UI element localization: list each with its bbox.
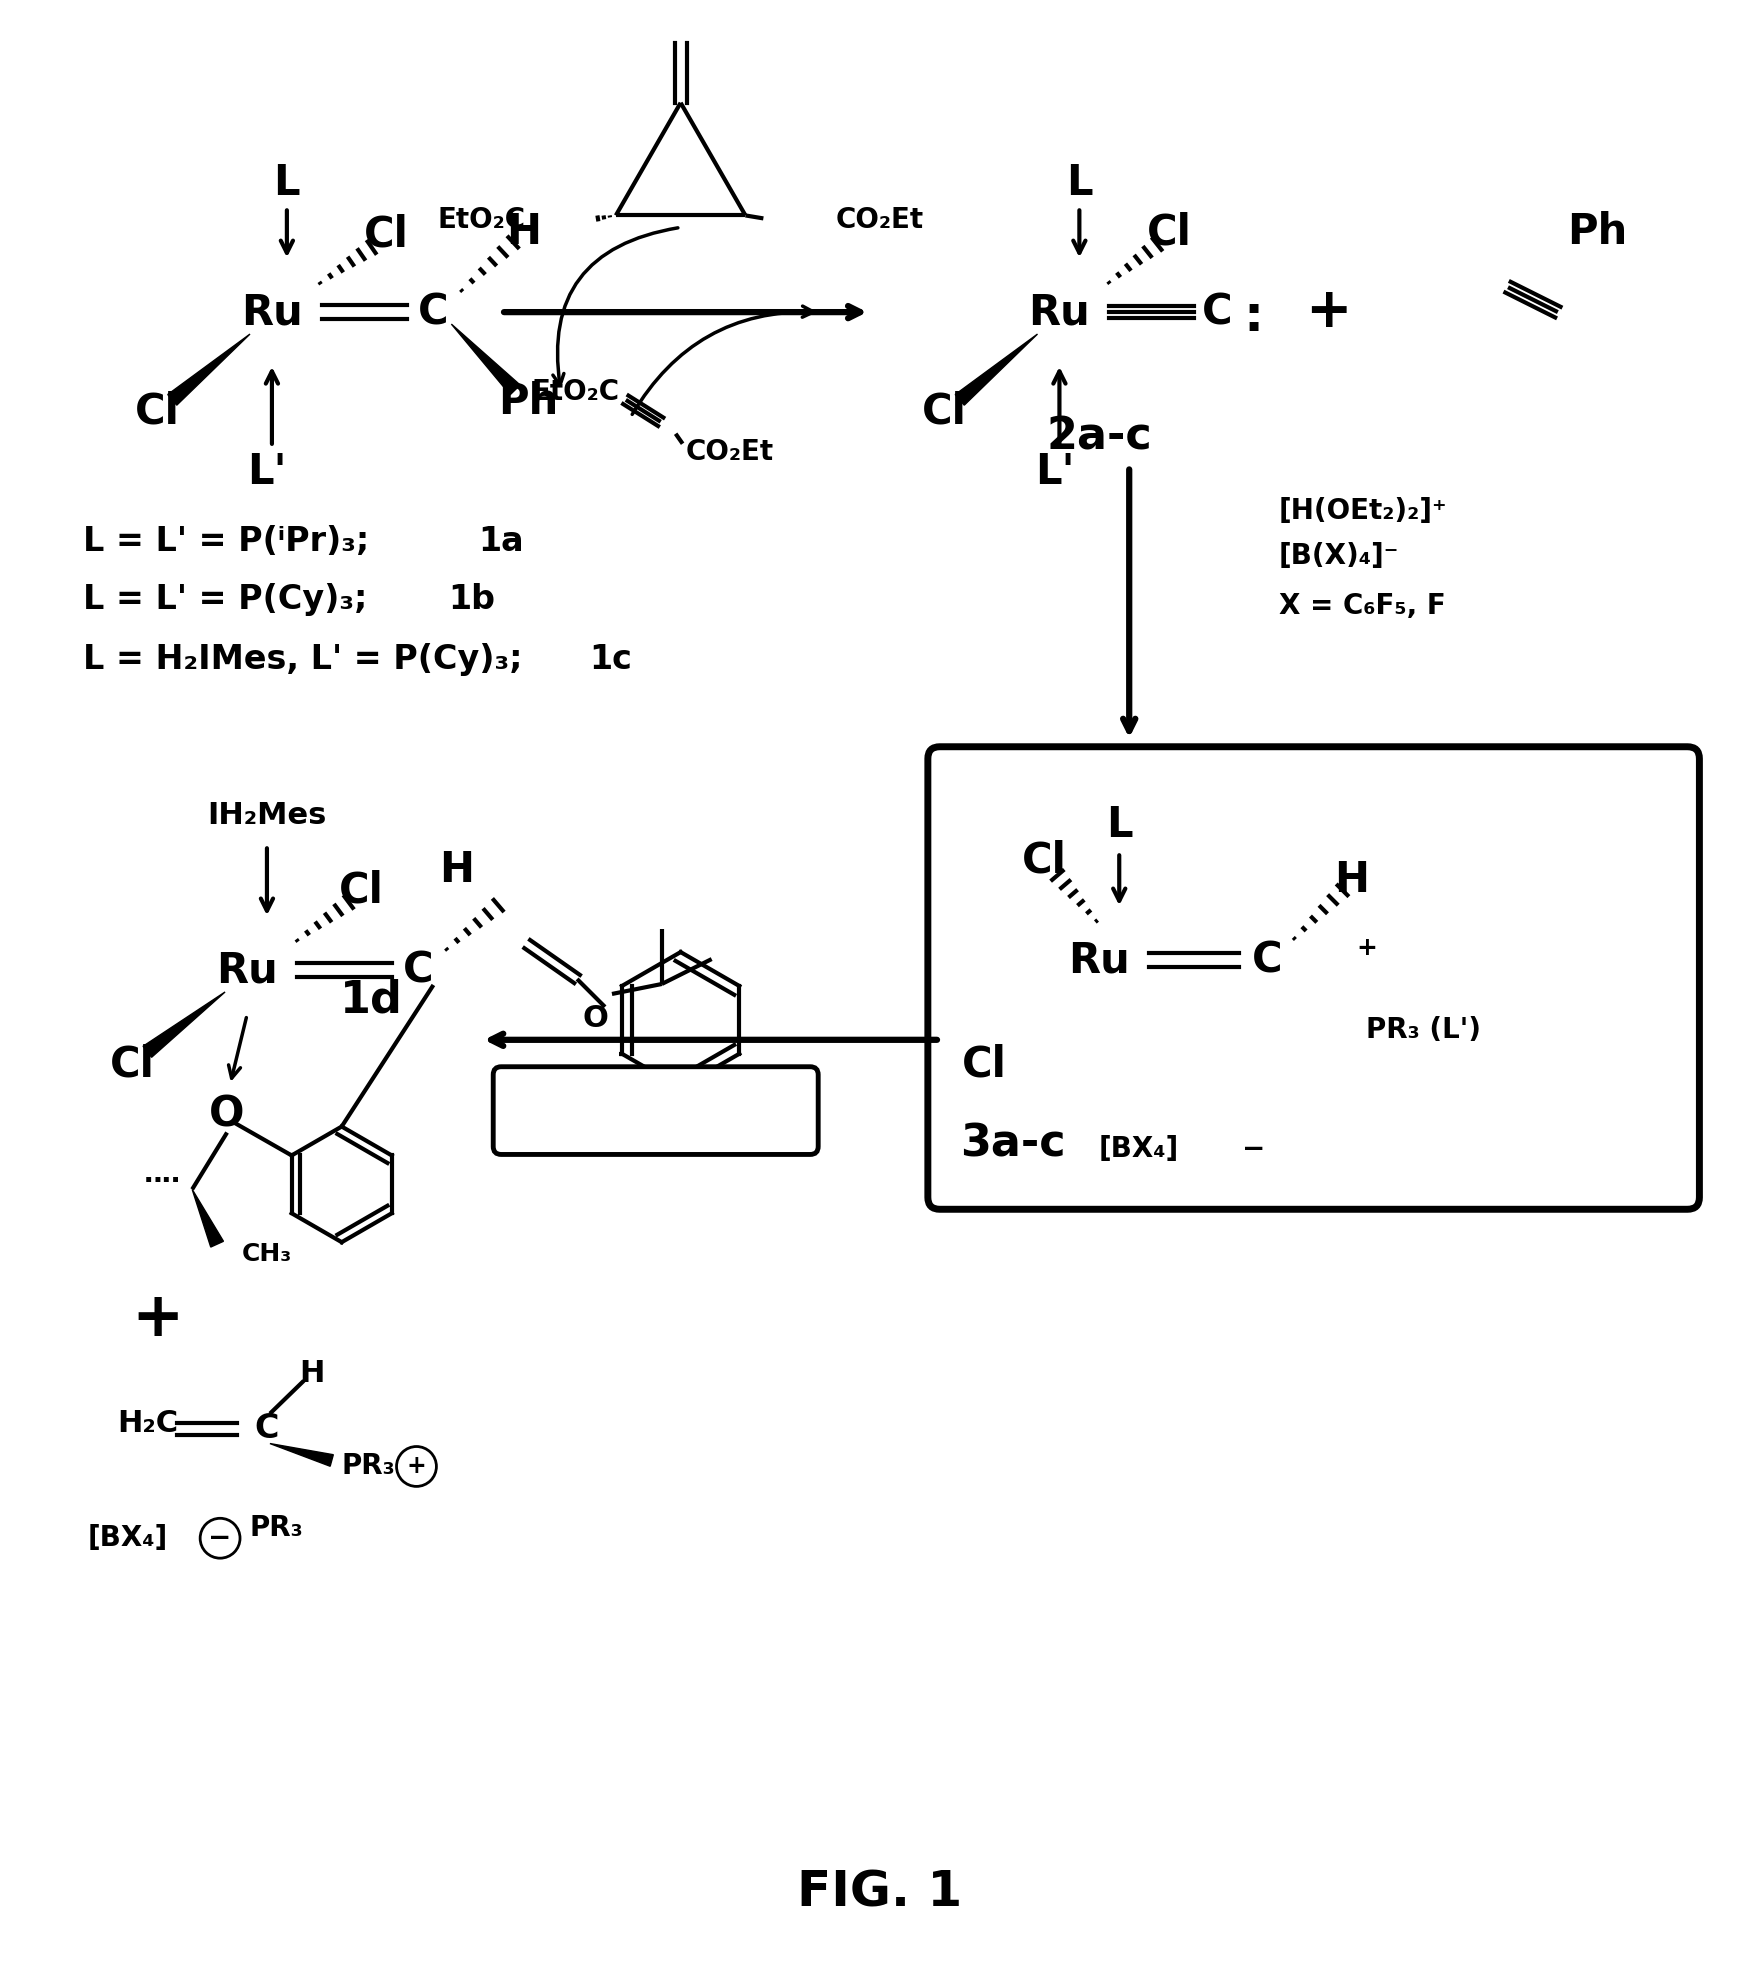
Text: Ru: Ru	[217, 948, 278, 991]
Text: C: C	[403, 948, 433, 991]
Text: Cl: Cl	[109, 1044, 155, 1086]
Text: FIG. 1: FIG. 1	[798, 1869, 963, 1916]
Text: 1d: 1d	[340, 978, 403, 1021]
Text: H: H	[1335, 860, 1368, 901]
Polygon shape	[1286, 972, 1356, 1025]
Text: C: C	[1201, 291, 1233, 334]
Text: H: H	[299, 1358, 324, 1388]
Text: 1b: 1b	[447, 583, 495, 616]
Text: 2a-c: 2a-c	[1046, 416, 1152, 457]
Text: Cl: Cl	[962, 1044, 1007, 1086]
Text: X = C₆F₅, F: X = C₆F₅, F	[1278, 593, 1446, 620]
Text: ‥‥: ‥‥	[144, 1160, 181, 1188]
Text: L = L' = P(ⁱPr)₃;: L = L' = P(ⁱPr)₃;	[83, 524, 380, 557]
Text: [BX₄]: [BX₄]	[88, 1523, 167, 1553]
FancyArrowPatch shape	[553, 228, 678, 385]
Text: −: −	[1242, 1135, 1266, 1164]
Text: +: +	[1356, 936, 1377, 960]
Polygon shape	[269, 1443, 333, 1466]
Text: L': L'	[1035, 451, 1074, 493]
Text: Cl: Cl	[365, 214, 409, 255]
FancyBboxPatch shape	[493, 1066, 819, 1154]
Polygon shape	[995, 982, 1078, 1056]
Text: Cl: Cl	[1146, 212, 1192, 253]
Text: CO₂Et: CO₂Et	[835, 206, 923, 234]
Text: [BX₄]: [BX₄]	[1099, 1135, 1180, 1164]
Text: CO₂Et: CO₂Et	[685, 438, 773, 465]
Text: Ph: Ph	[1567, 212, 1627, 253]
Text: C: C	[1252, 938, 1282, 982]
Text: CH₃: CH₃	[241, 1243, 292, 1266]
Text: -40 to 0°C: -40 to 0°C	[571, 1095, 741, 1125]
Text: IH₂Mes: IH₂Mes	[208, 801, 326, 830]
Text: Cl: Cl	[923, 391, 967, 432]
Text: C: C	[417, 291, 449, 334]
Text: H: H	[505, 212, 541, 253]
Text: L: L	[1065, 161, 1092, 204]
Text: O: O	[210, 1093, 245, 1135]
Text: H₂C: H₂C	[118, 1409, 178, 1439]
Text: PR₃: PR₃	[342, 1453, 396, 1480]
Text: EtO₂C: EtO₂C	[532, 377, 620, 406]
Text: L: L	[1106, 805, 1132, 846]
Text: +: +	[407, 1455, 426, 1478]
Text: 1a: 1a	[479, 524, 525, 557]
Text: L': L'	[247, 451, 287, 493]
Text: PR₃: PR₃	[250, 1513, 303, 1543]
Text: L = H₂IMes, L' = P(Cy)₃;: L = H₂IMes, L' = P(Cy)₃;	[83, 642, 534, 675]
Text: C: C	[254, 1411, 278, 1445]
Text: Ru: Ru	[1028, 291, 1090, 334]
FancyBboxPatch shape	[928, 746, 1699, 1209]
Text: :: :	[1243, 292, 1264, 342]
Polygon shape	[167, 334, 250, 404]
Text: [H(OEt₂)₂]⁺: [H(OEt₂)₂]⁺	[1278, 497, 1448, 526]
Text: O: O	[583, 1005, 608, 1033]
Text: Ru: Ru	[241, 291, 303, 334]
Polygon shape	[451, 324, 519, 395]
Text: +: +	[130, 1290, 183, 1349]
Polygon shape	[192, 1190, 224, 1247]
Text: Ph: Ph	[498, 381, 558, 422]
Text: PR₃ (L'): PR₃ (L')	[1367, 1015, 1481, 1044]
Text: L = L' = P(Cy)₃;: L = L' = P(Cy)₃;	[83, 583, 379, 616]
Text: Ru: Ru	[1069, 938, 1131, 982]
FancyArrowPatch shape	[632, 306, 814, 414]
Text: −: −	[208, 1523, 232, 1553]
Text: H: H	[438, 850, 474, 891]
Text: Cl: Cl	[340, 870, 384, 911]
Text: +: +	[1305, 285, 1352, 340]
Text: 1c: 1c	[590, 642, 632, 675]
Text: Cl: Cl	[1021, 840, 1067, 881]
Text: Cl: Cl	[136, 391, 180, 432]
Polygon shape	[954, 334, 1037, 404]
Text: 3a-c: 3a-c	[960, 1123, 1065, 1166]
Text: L: L	[273, 161, 299, 204]
Text: [B(X)₄]⁻: [B(X)₄]⁻	[1278, 542, 1400, 571]
Text: EtO₂C: EtO₂C	[438, 206, 527, 234]
Polygon shape	[143, 991, 225, 1058]
